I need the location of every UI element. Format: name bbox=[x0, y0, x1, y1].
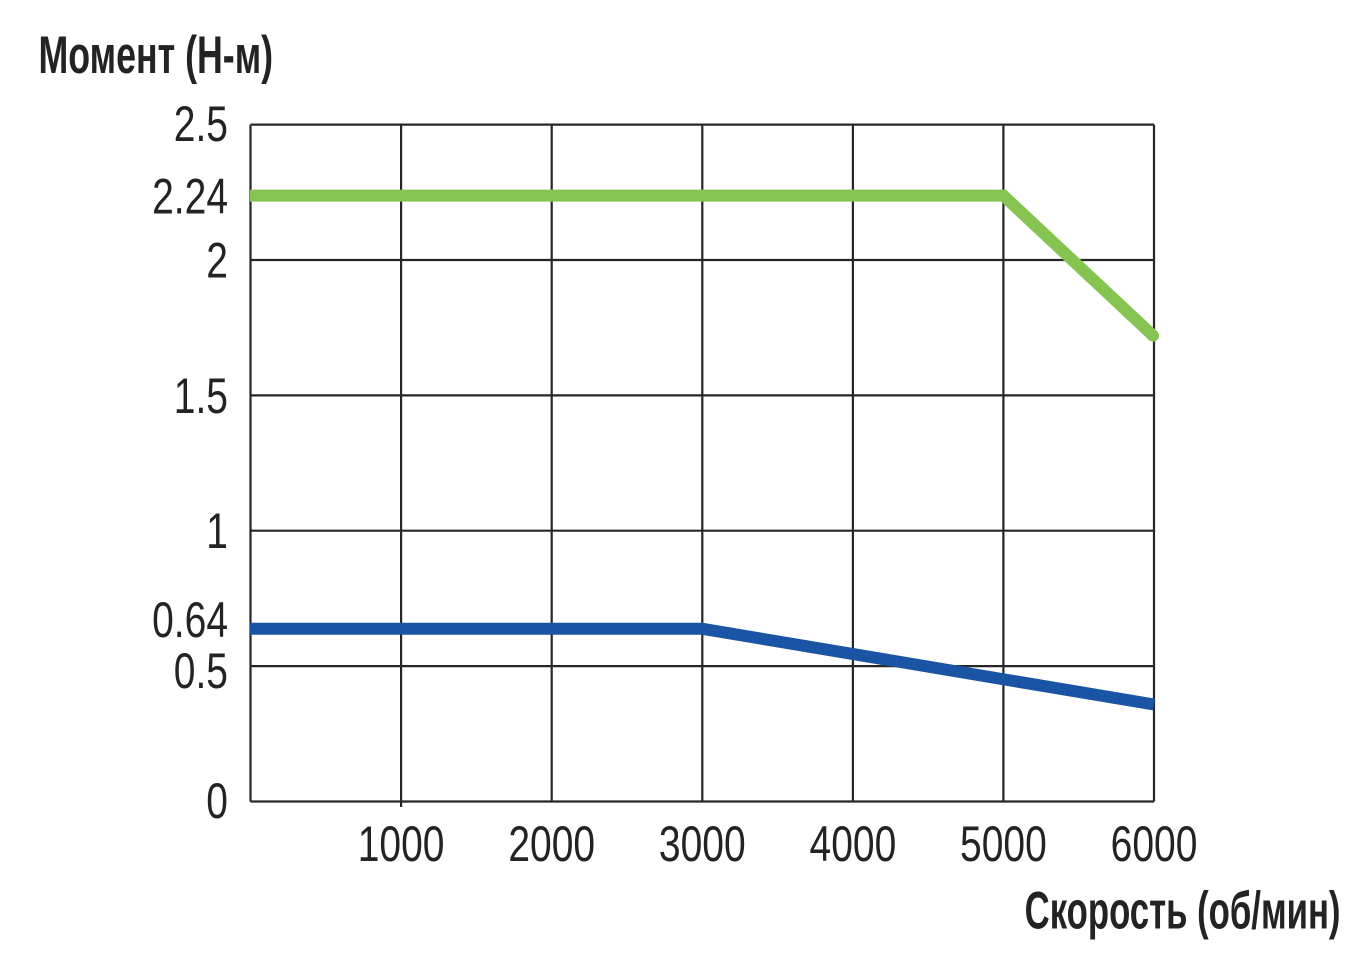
svg-text:1: 1 bbox=[206, 502, 228, 559]
svg-text:0: 0 bbox=[206, 772, 228, 829]
svg-text:Момент (Н-м): Момент (Н-м) bbox=[39, 25, 274, 85]
svg-text:2: 2 bbox=[206, 232, 228, 289]
svg-text:2.24: 2.24 bbox=[152, 168, 228, 225]
svg-text:6000: 6000 bbox=[1111, 815, 1198, 872]
svg-text:4000: 4000 bbox=[810, 815, 897, 872]
svg-text:3000: 3000 bbox=[659, 815, 746, 872]
svg-text:5000: 5000 bbox=[960, 815, 1047, 872]
svg-text:0.5: 0.5 bbox=[174, 642, 228, 699]
svg-text:1.5: 1.5 bbox=[174, 367, 228, 424]
svg-text:1000: 1000 bbox=[358, 815, 445, 872]
svg-text:2.5: 2.5 bbox=[174, 95, 228, 152]
svg-text:0.64: 0.64 bbox=[152, 591, 228, 648]
svg-text:2000: 2000 bbox=[508, 815, 595, 872]
svg-text:Скорость (об/мин): Скорость (об/мин) bbox=[1025, 881, 1341, 940]
